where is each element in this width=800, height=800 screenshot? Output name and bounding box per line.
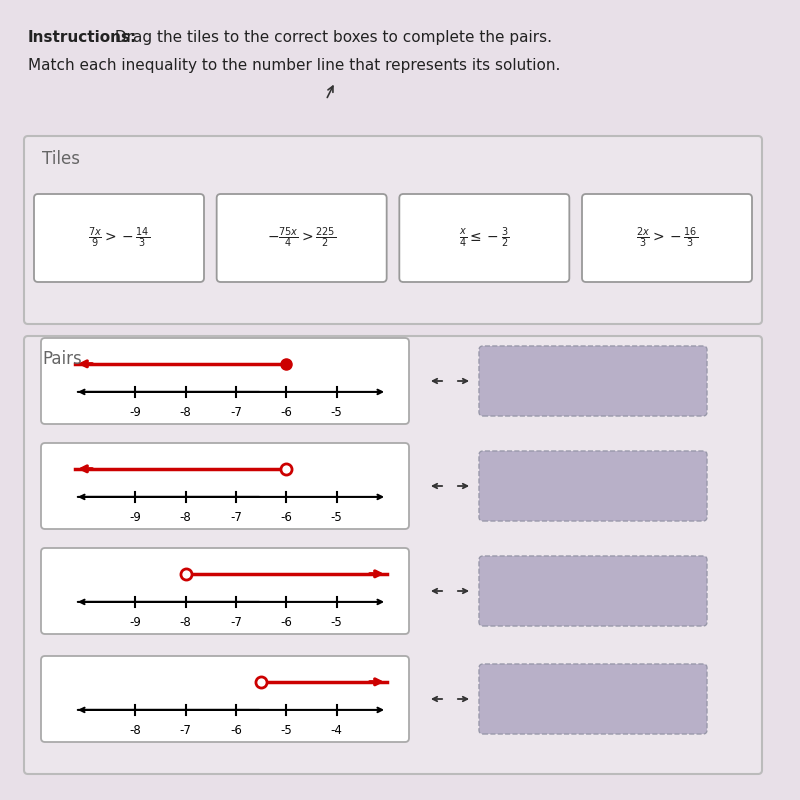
- Text: Pairs: Pairs: [42, 350, 82, 368]
- Text: -9: -9: [130, 511, 142, 524]
- Text: $\frac{2x}{3} > -\frac{16}{3}$: $\frac{2x}{3} > -\frac{16}{3}$: [636, 226, 698, 250]
- Text: Instructions:: Instructions:: [28, 30, 138, 45]
- Text: -6: -6: [281, 406, 292, 419]
- FancyBboxPatch shape: [34, 194, 204, 282]
- Text: -4: -4: [330, 724, 342, 737]
- Text: -7: -7: [230, 511, 242, 524]
- Text: $\frac{7x}{9} > -\frac{14}{3}$: $\frac{7x}{9} > -\frac{14}{3}$: [88, 226, 150, 250]
- Text: -5: -5: [331, 511, 342, 524]
- FancyBboxPatch shape: [41, 656, 409, 742]
- Text: Match each inequality to the number line that represents its solution.: Match each inequality to the number line…: [28, 58, 560, 73]
- FancyBboxPatch shape: [24, 136, 762, 324]
- FancyBboxPatch shape: [41, 548, 409, 634]
- Text: $-\frac{75x}{4} > \frac{225}{2}$: $-\frac{75x}{4} > \frac{225}{2}$: [267, 226, 336, 250]
- FancyBboxPatch shape: [479, 451, 707, 521]
- FancyBboxPatch shape: [217, 194, 386, 282]
- Text: -6: -6: [281, 511, 292, 524]
- Text: -9: -9: [130, 616, 142, 629]
- Text: $\frac{x}{4} \leq -\frac{3}{2}$: $\frac{x}{4} \leq -\frac{3}{2}$: [459, 226, 510, 250]
- Text: -7: -7: [180, 724, 192, 737]
- Text: -8: -8: [180, 511, 191, 524]
- FancyBboxPatch shape: [479, 664, 707, 734]
- Text: -6: -6: [281, 616, 292, 629]
- Text: Drag the tiles to the correct boxes to complete the pairs.: Drag the tiles to the correct boxes to c…: [110, 30, 552, 45]
- Text: Tiles: Tiles: [42, 150, 80, 168]
- Text: -8: -8: [180, 406, 191, 419]
- Text: -8: -8: [130, 724, 142, 737]
- FancyBboxPatch shape: [479, 556, 707, 626]
- Text: -6: -6: [230, 724, 242, 737]
- FancyBboxPatch shape: [24, 336, 762, 774]
- FancyBboxPatch shape: [41, 443, 409, 529]
- Text: -5: -5: [331, 616, 342, 629]
- FancyBboxPatch shape: [41, 338, 409, 424]
- Text: -9: -9: [130, 406, 142, 419]
- Text: -5: -5: [281, 724, 292, 737]
- Text: -5: -5: [331, 406, 342, 419]
- FancyBboxPatch shape: [479, 346, 707, 416]
- Text: -7: -7: [230, 406, 242, 419]
- FancyBboxPatch shape: [582, 194, 752, 282]
- FancyBboxPatch shape: [399, 194, 570, 282]
- Text: -8: -8: [180, 616, 191, 629]
- Text: -7: -7: [230, 616, 242, 629]
